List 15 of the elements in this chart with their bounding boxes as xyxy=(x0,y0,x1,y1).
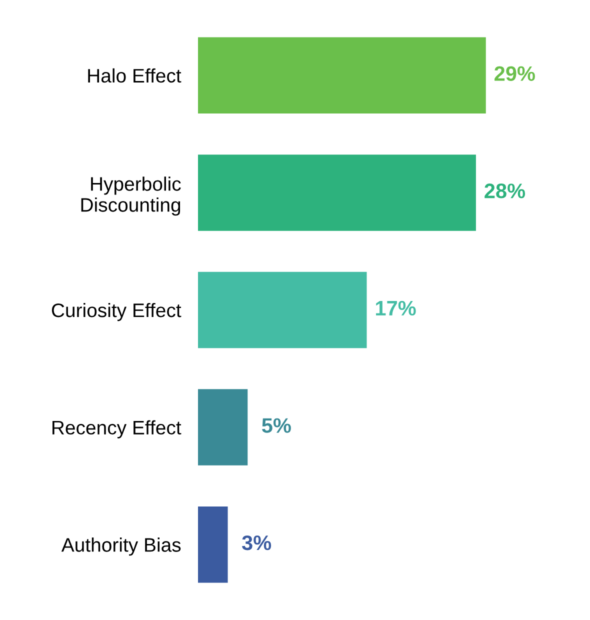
y-tick-label: Hyperbolic Discounting xyxy=(81,176,181,216)
y-tick-label: Authority Bias xyxy=(61,538,181,556)
bar xyxy=(198,154,476,231)
bar xyxy=(198,389,248,466)
data-label: 5% xyxy=(262,418,291,433)
data-label: 3% xyxy=(242,535,272,550)
bar xyxy=(198,506,228,583)
y-tick-label: Curiosity Effect xyxy=(52,302,182,322)
data-label: 17% xyxy=(376,300,416,316)
y-tick-label: Recency Effect xyxy=(52,420,182,438)
bar xyxy=(198,37,486,114)
data-label: 29% xyxy=(494,66,535,81)
data-label: 28% xyxy=(484,184,526,198)
y-tick-label: Halo Effect xyxy=(88,68,182,83)
bar xyxy=(198,272,367,348)
